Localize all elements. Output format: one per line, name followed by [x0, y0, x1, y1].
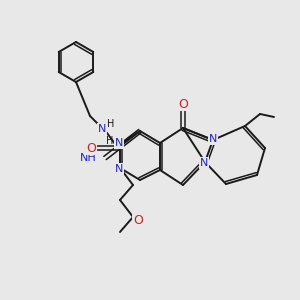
Text: O: O [178, 98, 188, 110]
Text: N: N [209, 134, 217, 144]
Text: N: N [115, 138, 123, 148]
Text: O: O [133, 214, 143, 227]
Text: H: H [107, 119, 115, 129]
Text: H: H [106, 136, 114, 146]
Text: N: N [115, 164, 123, 174]
Text: N: N [200, 158, 208, 168]
Text: NH: NH [80, 153, 97, 163]
Text: O: O [86, 142, 96, 154]
Text: N: N [98, 124, 106, 134]
